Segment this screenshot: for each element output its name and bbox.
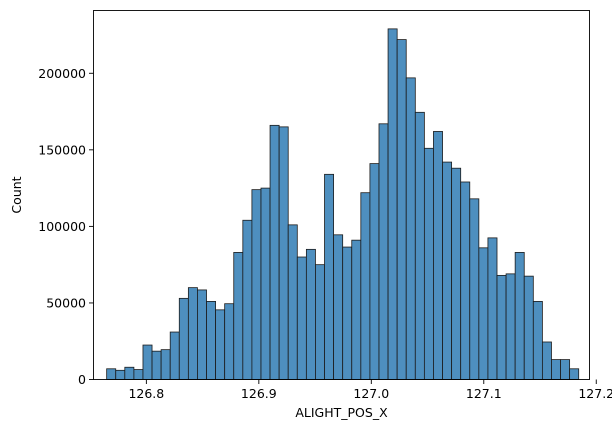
- histogram-bar: [169, 331, 180, 380]
- histogram-bar: [487, 237, 498, 380]
- histogram-bar: [178, 297, 189, 380]
- histogram-bar: [514, 252, 525, 380]
- histogram-bar: [296, 256, 307, 380]
- histogram-bar: [260, 187, 271, 380]
- y-tick-label: 200000: [38, 66, 86, 81]
- histogram-bar: [523, 275, 534, 380]
- x-axis-label: ALIGHT_POS_X: [295, 405, 388, 420]
- histogram-bar: [197, 289, 207, 380]
- histogram-bar: [206, 301, 216, 380]
- histogram-bar: [541, 341, 552, 380]
- histogram-bar: [442, 161, 453, 380]
- histogram-bar: [405, 77, 416, 380]
- histogram-bar: [151, 350, 162, 380]
- histogram-bar: [469, 198, 480, 380]
- histogram-bars: [106, 28, 580, 380]
- histogram-bar: [333, 234, 344, 380]
- histogram-bar: [315, 264, 325, 380]
- histogram-bar: [451, 167, 462, 380]
- histogram-bar: [187, 287, 198, 380]
- histogram-bar: [215, 309, 226, 380]
- histogram-bar: [324, 173, 335, 380]
- x-tick-label: 127.2: [578, 386, 612, 401]
- x-tick-label: 127.0: [353, 386, 389, 401]
- histogram-bar: [233, 252, 244, 380]
- histogram-bar: [414, 111, 425, 380]
- histogram-bar: [278, 126, 289, 380]
- histogram-bar: [460, 181, 471, 380]
- histogram-bar: [142, 344, 153, 380]
- histogram-bar: [532, 301, 543, 380]
- histogram-bar: [115, 369, 126, 380]
- histogram-bar: [423, 147, 434, 380]
- y-tick-label: 100000: [38, 219, 86, 234]
- y-tick-label: 0: [78, 372, 86, 387]
- histogram-bar: [551, 359, 561, 380]
- histogram-bar: [287, 224, 298, 380]
- y-tick-label: 50000: [46, 295, 86, 310]
- histogram-bar: [478, 247, 489, 380]
- histogram-bar: [560, 359, 571, 380]
- histogram-bar: [224, 303, 235, 380]
- x-tick-label: 126.8: [128, 386, 164, 401]
- histogram-bar: [305, 248, 316, 380]
- histogram-bar: [360, 192, 371, 380]
- histogram-bar: [242, 219, 253, 380]
- histogram-bar: [133, 369, 144, 380]
- x-axis-ticks: 126.8 126.9 127.0 127.1 127.2: [128, 379, 612, 401]
- histogram-bar: [433, 131, 443, 380]
- x-tick-label: 126.9: [241, 386, 277, 401]
- histogram-bar: [269, 124, 280, 380]
- histogram-bar: [569, 368, 580, 380]
- histogram-bar: [351, 239, 362, 380]
- histogram-bar: [378, 123, 389, 380]
- histogram-bar: [160, 349, 171, 380]
- histogram-bar: [342, 246, 353, 380]
- plot-frame: [93, 10, 590, 380]
- histogram-bar: [251, 189, 262, 380]
- y-tick-label: 150000: [38, 142, 86, 157]
- histogram-bar: [369, 163, 380, 380]
- histogram-bar: [505, 273, 516, 380]
- y-axis-label: Count: [9, 176, 24, 213]
- histogram-bar: [396, 39, 407, 380]
- histogram-bar: [387, 28, 398, 380]
- histogram-bar: [106, 368, 117, 380]
- x-tick-label: 127.1: [466, 386, 502, 401]
- y-axis-ticks: 0 50000 100000 150000 200000: [38, 66, 94, 387]
- histogram-bar: [124, 366, 135, 380]
- histogram-bar: [496, 274, 507, 380]
